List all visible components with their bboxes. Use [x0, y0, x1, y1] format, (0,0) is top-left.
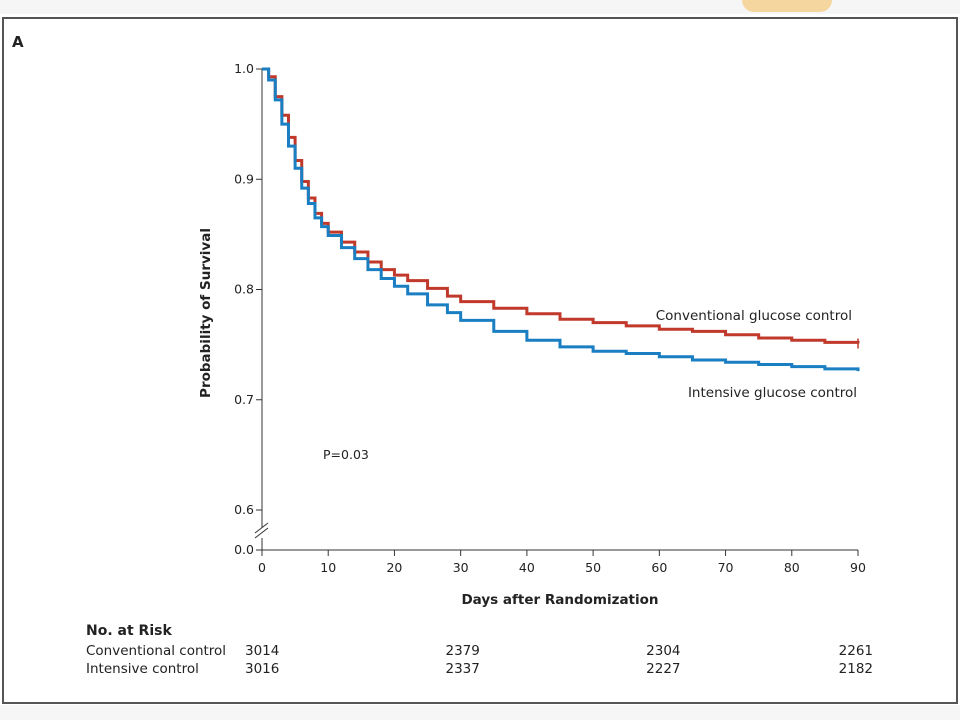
axis-break-mark	[254, 527, 269, 539]
y-tick-label: 0.8	[234, 282, 254, 297]
series-layer	[262, 67, 860, 372]
risk-value: 2337	[445, 661, 479, 677]
risk-table-title: No. at Risk	[86, 623, 172, 639]
x-tick-label: 80	[784, 560, 800, 575]
risk-value: 2304	[646, 643, 680, 659]
chart-axes: 0.6 0.7 0.8 0.9 1.0 0.0 0 10 20 30 40 50 60 70 80 90	[234, 61, 866, 575]
x-tick-label: 0	[258, 560, 266, 575]
x-axis-title: Days after Randomization	[461, 592, 658, 608]
risk-row-label: Intensive control	[86, 661, 199, 677]
series-label-intensive: Intensive glucose control	[688, 385, 857, 401]
x-tick-label: 10	[320, 560, 336, 575]
series-label-conventional: Conventional glucose control	[656, 308, 852, 324]
x-tick-label: 40	[519, 560, 535, 575]
x-tick-label: 90	[850, 560, 866, 575]
top-strip	[0, 0, 960, 14]
risk-value: 2261	[839, 643, 873, 659]
y-tick-label: 1.0	[234, 61, 254, 76]
p-value-annotation: P=0.03	[323, 447, 369, 462]
y-break-label: 0.0	[234, 542, 254, 557]
risk-value: 3014	[245, 643, 279, 659]
y-tick-label: 0.7	[234, 392, 254, 407]
bottom-strip	[0, 705, 960, 720]
axis-break-mark	[254, 522, 269, 534]
x-tick-label: 20	[386, 560, 402, 575]
risk-row-label: Conventional control	[86, 643, 226, 659]
risk-value: 2182	[839, 661, 873, 677]
x-tick-label: 60	[651, 560, 667, 575]
y-tick-label: 0.6	[234, 502, 254, 517]
y-tick-label: 0.9	[234, 171, 254, 186]
risk-value: 2227	[646, 661, 680, 677]
series-line-intensive	[262, 67, 860, 372]
x-tick-label: 70	[718, 560, 734, 575]
series-line-conventional	[262, 67, 860, 344]
risk-value: 2379	[445, 643, 479, 659]
x-tick-label: 50	[585, 560, 601, 575]
logo-mark	[742, 0, 832, 12]
x-tick-label: 30	[453, 560, 469, 575]
risk-value: 3016	[245, 661, 279, 677]
panel-label: A	[12, 33, 24, 51]
figure-frame	[2, 17, 958, 704]
y-axis-title: Probability of Survival	[198, 228, 214, 398]
risk-table: No. at Risk Conventional control 3014 2379…	[86, 623, 873, 677]
